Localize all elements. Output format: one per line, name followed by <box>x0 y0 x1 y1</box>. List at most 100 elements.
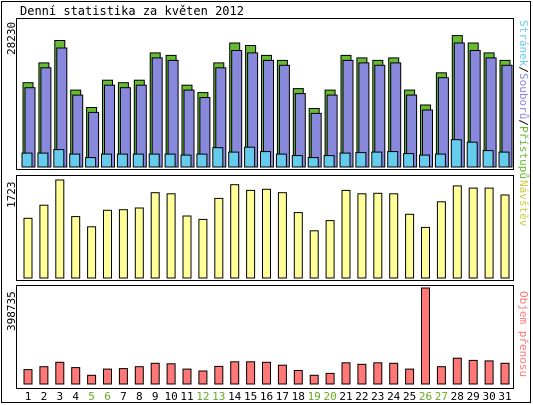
bytes-bar-25 <box>405 368 415 385</box>
bytes-bar-16 <box>262 361 271 385</box>
visits-bar-20 <box>325 220 335 279</box>
pages-bar-16 <box>260 151 271 168</box>
pages-bar-19 <box>307 157 319 168</box>
bytes-bar-31 <box>500 362 510 385</box>
visits-bar-2 <box>39 204 49 279</box>
bytes-plot <box>23 287 510 385</box>
pages-bar-26 <box>419 154 430 168</box>
pages-bar-20 <box>323 155 335 168</box>
pages-bar-8 <box>132 153 144 168</box>
visits-bar-4 <box>71 216 81 279</box>
day-label-31: 31 <box>498 390 511 403</box>
bytes-bar-30 <box>484 360 494 385</box>
pages-bar-25 <box>403 153 415 168</box>
bytes-bar-19 <box>309 374 319 385</box>
day-label-14: 14 <box>228 390 242 403</box>
hits-legend: Stránek/Souborů/Přístupů <box>517 20 530 179</box>
bytes-bar-13 <box>214 365 224 385</box>
visits-bar-18 <box>293 212 303 279</box>
bytes-bar-8 <box>134 366 144 385</box>
pages-bar-30 <box>482 150 494 168</box>
visits-bar-30 <box>484 187 494 279</box>
bytes-bar-7 <box>118 368 128 385</box>
visits-panel <box>16 175 514 281</box>
visits-bar-6 <box>103 209 112 279</box>
day-label-27: 27 <box>435 390 448 403</box>
bytes-bar-27 <box>436 366 446 385</box>
bytes-bar-11 <box>182 368 192 385</box>
day-label-12: 12 <box>196 390 209 403</box>
day-label-30: 30 <box>482 390 495 403</box>
day-label-13: 13 <box>212 390 225 403</box>
day-label-15: 15 <box>244 390 257 403</box>
pages-bar-11 <box>180 154 192 168</box>
bytes-panel <box>16 285 514 389</box>
visits-bar-24 <box>389 193 399 279</box>
day-label-3: 3 <box>56 390 63 403</box>
files-bar-22 <box>358 62 370 168</box>
files-bar-10 <box>167 59 179 168</box>
pages-bar-4 <box>69 153 81 168</box>
visits-bar-17 <box>277 192 287 279</box>
legend-pages: Stránek <box>517 20 530 67</box>
day-label-23: 23 <box>371 390 384 403</box>
day-label-25: 25 <box>403 390 416 403</box>
bytes-bar-23 <box>373 362 383 385</box>
visits-bar-16 <box>262 188 271 279</box>
bytes-bar-9 <box>150 362 160 385</box>
pages-bar-17 <box>275 153 287 168</box>
pages-bar-9 <box>148 153 160 168</box>
pages-bar-14 <box>228 151 240 168</box>
files-bar-2 <box>40 67 52 168</box>
pages-bar-10 <box>164 153 176 168</box>
pages-bar-18 <box>291 155 303 168</box>
bytes-bar-24 <box>389 362 399 385</box>
visits-bar-22 <box>357 193 367 279</box>
day-label-22: 22 <box>355 390 368 403</box>
day-label-4: 4 <box>72 390 79 403</box>
legend-files: Souborů <box>517 72 530 120</box>
day-label-9: 9 <box>152 390 159 403</box>
files-bar-16 <box>263 59 274 168</box>
bytes-bar-21 <box>341 362 351 385</box>
bytes-bar-20 <box>325 372 335 385</box>
files-bar-9 <box>151 57 163 168</box>
visits-bar-1 <box>23 217 33 279</box>
pages-bar-2 <box>37 152 49 168</box>
pages-bar-13 <box>212 147 224 168</box>
bytes-bar-12 <box>198 370 208 385</box>
visits-ymax-label: 1723 <box>5 181 18 209</box>
day-label-29: 29 <box>467 390 480 403</box>
hits-panel <box>16 18 514 170</box>
visits-bar-12 <box>198 218 208 279</box>
pages-bar-21 <box>339 152 351 168</box>
day-label-2: 2 <box>41 390 48 403</box>
pages-bar-15 <box>244 146 256 168</box>
bytes-bar-18 <box>293 370 303 385</box>
day-label-6: 6 <box>104 390 111 403</box>
files-bar-14 <box>231 50 243 168</box>
visits-bar-27 <box>436 201 446 279</box>
pages-bar-22 <box>355 152 367 168</box>
visits-bar-7 <box>118 209 128 279</box>
bytes-bar-26 <box>421 287 430 385</box>
day-label-17: 17 <box>276 390 289 403</box>
visits-bar-3 <box>55 179 65 279</box>
visits-bar-9 <box>150 192 160 279</box>
visits-bar-15 <box>246 189 256 279</box>
day-label-8: 8 <box>136 390 143 403</box>
files-bar-21 <box>342 59 354 168</box>
bytes-bar-29 <box>468 359 478 385</box>
bytes-bar-22 <box>357 363 367 385</box>
pages-bar-6 <box>101 153 112 168</box>
pages-bar-23 <box>371 151 383 168</box>
visits-bar-19 <box>309 230 319 279</box>
bytes-bar-15 <box>246 361 256 385</box>
bytes-bar-28 <box>452 357 462 385</box>
files-bar-17 <box>278 64 290 168</box>
visits-bar-13 <box>214 197 224 279</box>
pages-bar-31 <box>498 151 510 168</box>
pages-bar-7 <box>116 153 128 168</box>
bytes-bar-1 <box>23 369 33 385</box>
